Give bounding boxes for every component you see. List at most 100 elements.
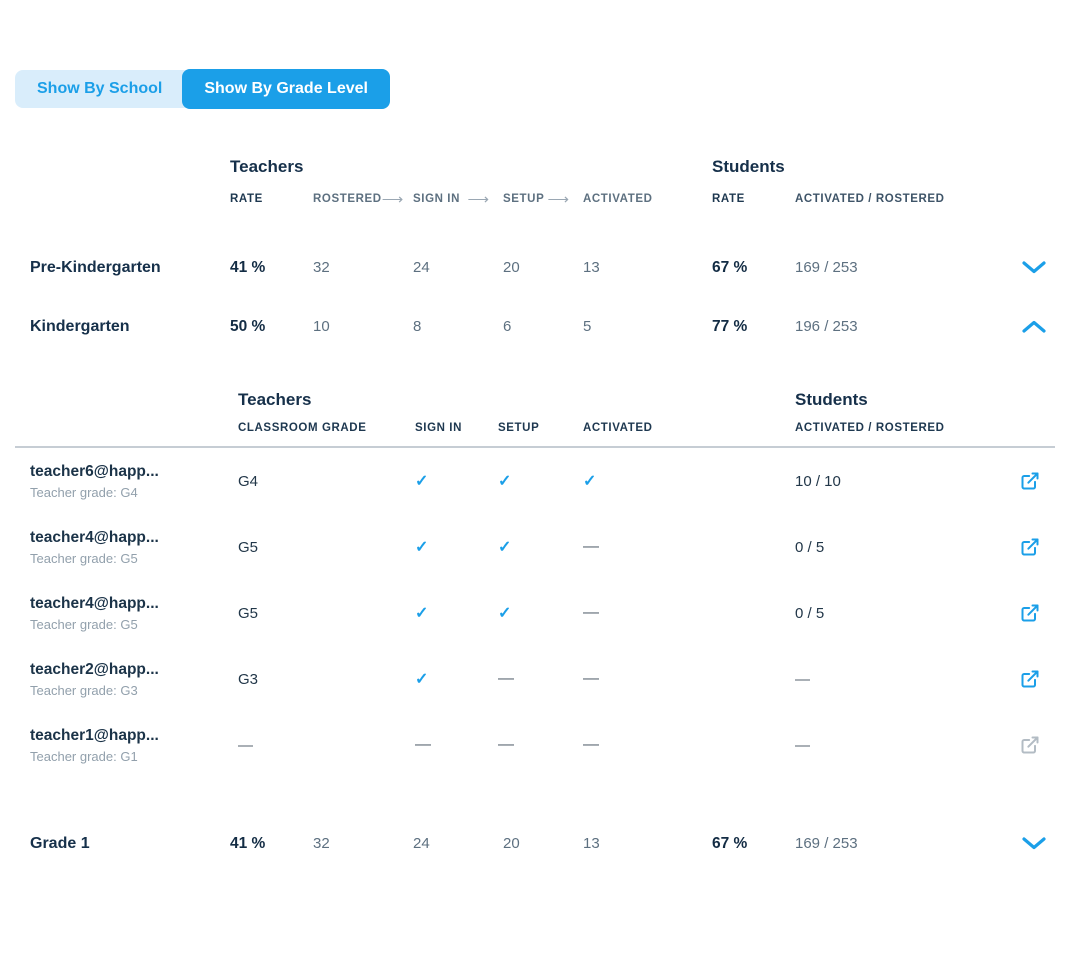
setup-value: 20: [503, 835, 520, 852]
activated-header: ACTIVATED: [583, 193, 653, 205]
teachers-section-title: Teachers: [230, 157, 304, 176]
activated-rostered-value: 10 / 10: [795, 472, 841, 490]
grade-level-dashboard: Show By School Show By Grade Level Teach…: [0, 69, 1071, 961]
setup-header: SETUP ⟶: [503, 191, 569, 208]
sign-in-value: 24: [413, 259, 430, 276]
student-activated-rostered-value: 196 / 253: [795, 318, 858, 335]
sign-in-status-icon: ✓: [415, 473, 429, 490]
student-rate-value: 67 %: [712, 258, 748, 276]
grade-label: Kindergarten: [30, 317, 130, 335]
arrow-right-icon: ⟶: [381, 191, 404, 208]
classroom-grade-value: G4: [238, 472, 259, 490]
rostered-value: 32: [313, 259, 330, 276]
chevron-down-icon[interactable]: [1018, 833, 1050, 854]
arrow-right-icon: ⟶: [467, 191, 489, 208]
sign-in-value: 8: [413, 318, 422, 335]
setup-status-icon: ✓: [498, 539, 512, 556]
teacher-email: teacher1@happ...: [30, 726, 159, 744]
setup-status-icon: —: [498, 670, 514, 687]
setup-value: 6: [503, 318, 512, 335]
teacher-identity: teacher2@happ... Teacher grade: G3: [30, 661, 238, 698]
detail-activated-header: ACTIVATED: [583, 422, 653, 434]
grade-row-grade-1[interactable]: Grade 1 41 % 32 24 20 13 67 % 169 / 253: [30, 814, 1055, 873]
activated-rostered-value: 0 / 5: [795, 604, 825, 622]
student-rate-value: 77 %: [712, 317, 748, 335]
view-toggle-group: Show By School Show By Grade Level: [15, 69, 1071, 109]
teacher-row: teacher4@happ... Teacher grade: G5 G5 ✓ …: [30, 514, 1055, 580]
teacher-row: teacher2@happ... Teacher grade: G3 G3 ✓ …: [30, 646, 1055, 712]
classroom-grade-value: —: [238, 736, 253, 754]
open-classroom-external-icon[interactable]: [1018, 601, 1042, 625]
setup-status-icon: —: [498, 736, 514, 753]
teachers-rate-header: RATE: [230, 193, 263, 205]
teacher-identity: teacher4@happ... Teacher grade: G5: [30, 529, 238, 566]
detail-divider: [15, 446, 1055, 448]
detail-activated-rostered-header: ACTIVATED / ROSTERED: [795, 422, 945, 434]
teacher-row: teacher6@happ... Teacher grade: G4 G4 ✓ …: [30, 448, 1055, 514]
classroom-grade-value: G5: [238, 538, 259, 556]
detail-students-title: Students: [795, 390, 868, 409]
setup-status-icon: ✓: [498, 473, 512, 490]
open-classroom-external-icon-disabled: [1018, 733, 1042, 757]
teacher-grade-subtitle: Teacher grade: G1: [30, 748, 138, 764]
sign-in-status-icon: ✓: [415, 605, 429, 622]
open-classroom-external-icon[interactable]: [1018, 535, 1042, 559]
grade-row-kindergarten[interactable]: Kindergarten 50 % 10 8 6 5 77 % 196 / 25…: [30, 297, 1055, 356]
open-classroom-external-icon[interactable]: [1018, 469, 1042, 493]
teacher-rate-value: 50 %: [230, 317, 266, 335]
teacher-row: teacher4@happ... Teacher grade: G5 G5 ✓ …: [30, 580, 1055, 646]
activated-value: 13: [583, 835, 600, 852]
teacher-identity: teacher1@happ... Teacher grade: G1: [30, 727, 238, 764]
kindergarten-detail-panel: Teachers Students CLASSROOM GRADE SIGN I…: [0, 366, 1071, 778]
activated-status-icon: —: [583, 604, 599, 621]
teacher-rate-value: 41 %: [230, 834, 266, 852]
arrow-right-icon: ⟶: [547, 191, 569, 208]
teacher-email: teacher4@happ...: [30, 594, 159, 612]
sign-in-header: SIGN IN ⟶: [413, 191, 489, 208]
rostered-header: ROSTERED ⟶: [313, 191, 404, 208]
teacher-rate-value: 41 %: [230, 258, 266, 276]
activated-value: 5: [583, 318, 592, 335]
teacher-identity: teacher6@happ... Teacher grade: G4: [30, 463, 238, 500]
teacher-grade-subtitle: Teacher grade: G4: [30, 484, 138, 500]
activated-rostered-value: —: [795, 670, 810, 688]
classroom-grade-header: CLASSROOM GRADE: [238, 422, 367, 434]
detail-sign-in-header: SIGN IN: [415, 422, 463, 434]
activated-status-icon: —: [583, 736, 599, 753]
show-by-school-button[interactable]: Show By School: [15, 70, 197, 108]
teacher-row: teacher1@happ... Teacher grade: G1 — — —…: [30, 712, 1055, 778]
activated-status-icon: ✓: [583, 473, 597, 490]
classroom-grade-value: G5: [238, 604, 259, 622]
teacher-grade-subtitle: Teacher grade: G5: [30, 550, 138, 566]
sign-in-value: 24: [413, 835, 430, 852]
grade-label: Pre-Kindergarten: [30, 258, 161, 276]
students-activated-rostered-header: ACTIVATED / ROSTERED: [795, 193, 945, 205]
teacher-grade-subtitle: Teacher grade: G5: [30, 616, 138, 632]
teacher-email: teacher2@happ...: [30, 660, 159, 678]
setup-status-icon: ✓: [498, 605, 512, 622]
chevron-up-icon[interactable]: [1018, 316, 1050, 337]
detail-setup-header: SETUP: [498, 422, 540, 434]
teacher-grade-subtitle: Teacher grade: G3: [30, 682, 138, 698]
student-activated-rostered-value: 169 / 253: [795, 259, 858, 276]
setup-value: 20: [503, 259, 520, 276]
teacher-identity: teacher4@happ... Teacher grade: G5: [30, 595, 238, 632]
sign-in-status-icon: —: [415, 736, 431, 753]
classroom-grade-value: G3: [238, 670, 259, 688]
chevron-down-icon[interactable]: [1018, 257, 1050, 278]
student-activated-rostered-value: 169 / 253: [795, 835, 858, 852]
show-by-grade-level-button[interactable]: Show By Grade Level: [182, 69, 390, 109]
activated-rostered-value: 0 / 5: [795, 538, 825, 556]
activated-status-icon: —: [583, 670, 599, 687]
open-classroom-external-icon[interactable]: [1018, 667, 1042, 691]
sign-in-status-icon: ✓: [415, 539, 429, 556]
grade-rows-group: Pre-Kindergarten 41 % 32 24 20 13 67 % 1…: [0, 228, 1071, 366]
rostered-value: 32: [313, 835, 330, 852]
teacher-email: teacher6@happ...: [30, 462, 159, 480]
detail-teachers-title: Teachers: [238, 390, 312, 409]
sign-in-status-icon: ✓: [415, 671, 429, 688]
grade-row-pre-kindergarten[interactable]: Pre-Kindergarten 41 % 32 24 20 13 67 % 1…: [30, 238, 1055, 297]
student-rate-value: 67 %: [712, 834, 748, 852]
main-table-header: Teachers Students RATE ROSTERED ⟶ SIGN I…: [0, 135, 1071, 228]
students-rate-header: RATE: [712, 193, 745, 205]
